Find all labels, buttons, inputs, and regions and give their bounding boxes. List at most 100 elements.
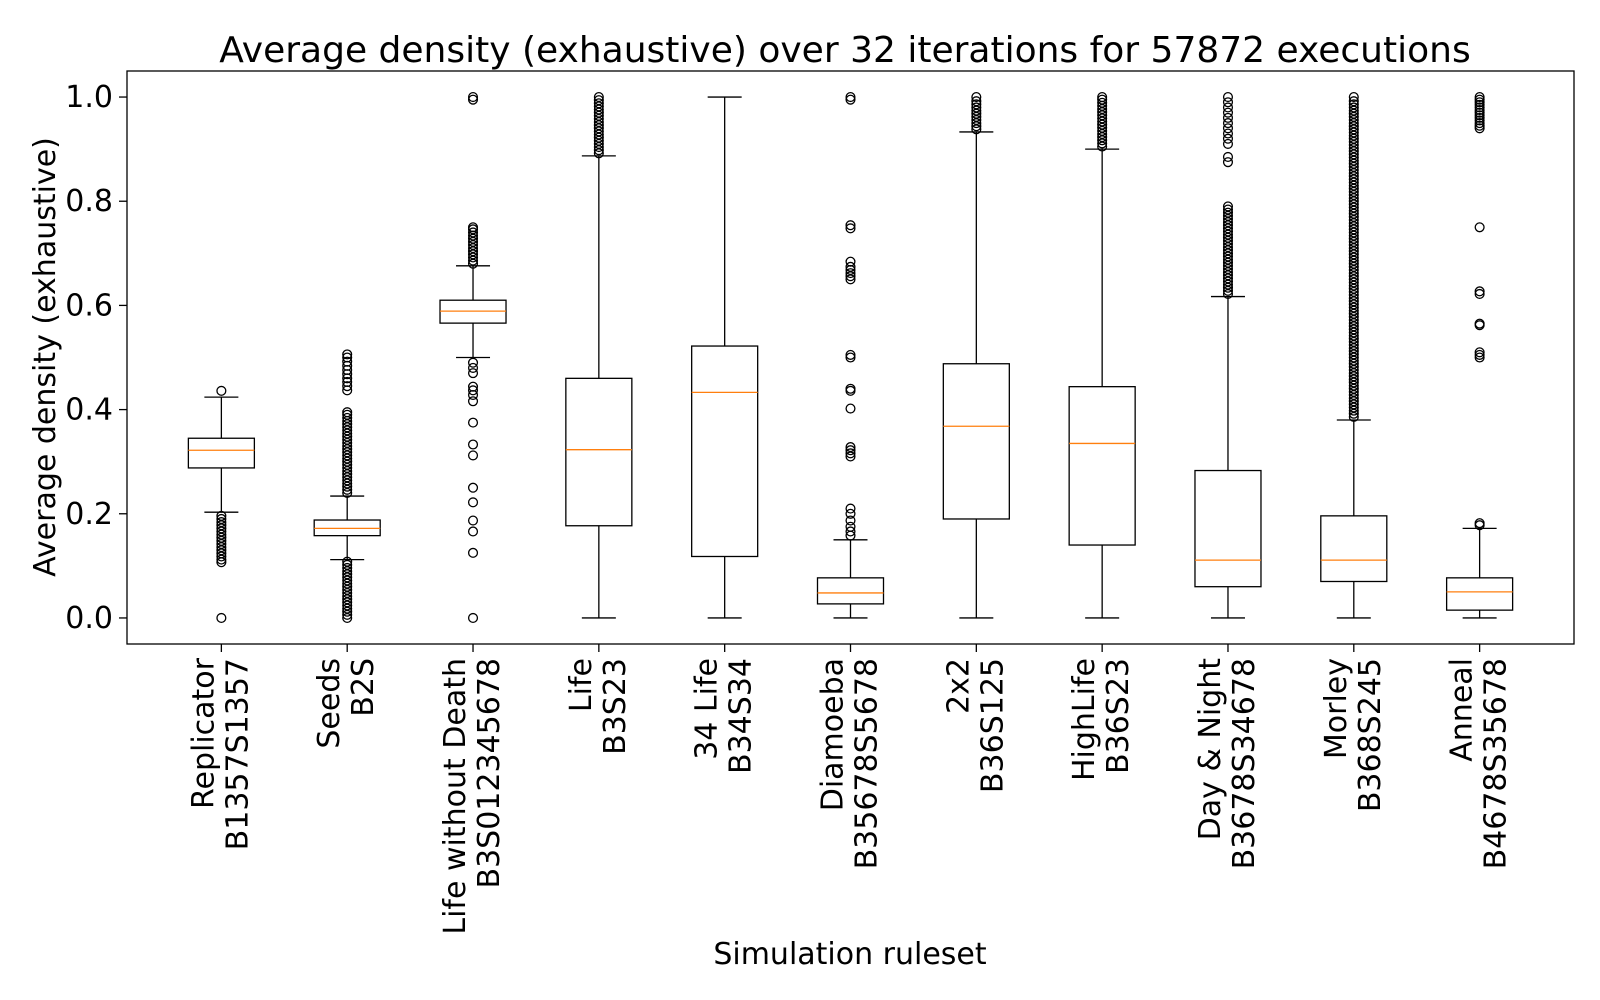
outlier-point	[1474, 118, 1485, 129]
outlier-point	[1474, 347, 1485, 358]
box-group	[942, 91, 1010, 619]
outlier-point	[593, 95, 604, 106]
outlier-point	[1222, 112, 1234, 123]
outlier-point	[1474, 288, 1485, 299]
outlier-point	[1474, 318, 1485, 329]
outlier-point	[467, 227, 479, 238]
outlier-point	[1222, 201, 1234, 212]
y-tick-label: 1.0	[65, 80, 113, 115]
x-tick-label-rule: B36S125	[975, 658, 1010, 793]
outlier-point	[467, 94, 479, 105]
outlier-point	[1222, 123, 1234, 134]
outlier-point	[845, 445, 856, 456]
box-iqr	[691, 345, 759, 558]
box-group	[1068, 91, 1136, 619]
outlier-point	[1474, 286, 1485, 297]
outlier-point	[1222, 97, 1234, 108]
outlier-point	[1474, 107, 1485, 118]
outlier-point	[342, 559, 353, 570]
x-tick-label-rule: B35678S5678	[850, 658, 885, 869]
outlier-point	[216, 513, 227, 525]
outlier-point	[845, 508, 856, 519]
y-tick-label: 0.2	[65, 497, 113, 532]
outlier-point	[467, 439, 479, 450]
outlier-point	[1222, 138, 1234, 149]
outlier-point	[1474, 518, 1485, 529]
x-tick-label: ReplicatorB1357S1357	[186, 657, 255, 850]
x-tick-label: AnnealB4678S35678	[1445, 658, 1514, 869]
outlier-point	[1348, 102, 1359, 113]
outlier-point	[1097, 94, 1108, 105]
outlier-point	[342, 381, 353, 392]
outlier-point	[845, 515, 856, 526]
y-tick-label: 0.6	[65, 288, 113, 323]
x-tick-label-name: Replicator	[186, 657, 221, 809]
x-tick-label-name: Life	[564, 658, 599, 712]
outlier-point	[1222, 102, 1234, 113]
outlier-point	[845, 385, 856, 396]
x-tick-label-rule: B368S245	[1353, 658, 1388, 812]
outlier-point	[1097, 91, 1108, 103]
x-tick-label: 34 LifeB34S34	[690, 658, 759, 774]
outlier-point	[342, 352, 353, 363]
outlier-point	[845, 352, 856, 363]
outlier-point	[342, 562, 353, 573]
outlier-point	[216, 517, 227, 528]
outlier-point	[1222, 133, 1234, 144]
outlier-point	[1474, 115, 1485, 126]
box-group	[187, 385, 256, 624]
box-iqr	[942, 363, 1010, 520]
x-tick-label-name: Seeds	[312, 658, 347, 749]
outlier-point	[1348, 96, 1359, 107]
outlier-point	[971, 91, 982, 103]
box-group	[1320, 91, 1388, 619]
box-iqr	[565, 377, 633, 527]
box-iqr	[1445, 577, 1514, 611]
outlier-point	[1474, 349, 1485, 360]
outlier-point	[467, 612, 479, 624]
x-tick-label-rule: B3S012345678	[472, 658, 507, 889]
outlier-point	[342, 556, 353, 567]
x-tick-label: MorleyB368S245	[1319, 658, 1388, 812]
x-tick-label-name: Morley	[1319, 658, 1354, 759]
plot-area	[187, 91, 1514, 624]
x-tick-label: HighLifeB36S23	[1067, 658, 1136, 781]
x-tick-label-rule: B1357S1357	[220, 658, 255, 850]
outlier-point	[216, 510, 227, 521]
outlier-point	[1222, 91, 1234, 103]
outlier-point	[467, 368, 479, 379]
outlier-point	[467, 417, 479, 428]
outlier-point	[1222, 204, 1234, 215]
outlier-point	[467, 526, 479, 537]
x-tick-label-name: Day & Night	[1193, 658, 1228, 841]
x-axis-label: Simulation ruleset	[713, 937, 987, 972]
x-tick-label-rule: B3678S34678	[1227, 658, 1262, 869]
outlier-point	[342, 349, 353, 360]
outlier-point	[971, 96, 982, 107]
y-tick-label: 0.8	[65, 184, 113, 219]
outlier-point	[1474, 222, 1485, 233]
box-group	[313, 349, 381, 624]
outlier-point	[845, 349, 856, 360]
y-tick-label: 0.4	[65, 393, 113, 428]
outlier-point	[845, 503, 856, 514]
outlier-point	[1474, 99, 1485, 110]
outlier-point	[1097, 97, 1108, 108]
outlier-point	[593, 91, 604, 103]
outlier-point	[1474, 120, 1485, 131]
box-group	[816, 91, 885, 619]
outlier-point	[1474, 102, 1485, 113]
outlier-point	[971, 99, 982, 110]
outlier-point	[1348, 91, 1359, 103]
outlier-point	[1222, 128, 1234, 139]
x-tick-label-rule: B34S34	[724, 658, 759, 774]
outlier-point	[845, 261, 856, 272]
outlier-point	[342, 407, 353, 418]
outlier-point	[467, 381, 479, 392]
x-tick-label: DiamoebaB35678S5678	[816, 658, 885, 869]
outlier-point	[1474, 97, 1485, 108]
outlier-point	[845, 220, 856, 231]
outlier-point	[467, 222, 479, 233]
outlier-point	[593, 98, 604, 109]
